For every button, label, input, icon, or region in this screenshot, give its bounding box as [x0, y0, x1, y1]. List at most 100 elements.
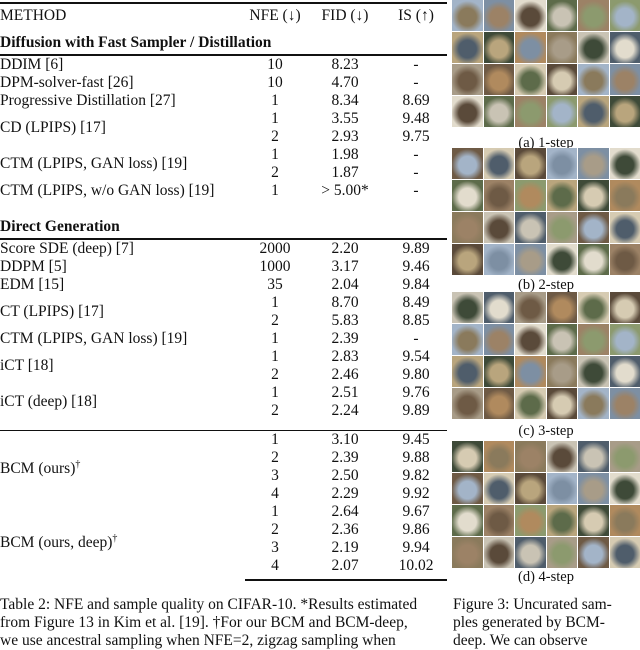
- nfe-value: 1: [245, 146, 305, 164]
- fid-value: 2.19: [305, 539, 385, 557]
- is-value: -: [385, 164, 447, 182]
- sample-image: [484, 537, 515, 568]
- is-value: 10.02: [385, 557, 447, 580]
- caption-line: Figure 3: Uncurated sam-: [453, 596, 640, 614]
- sample-image: [484, 32, 515, 63]
- method-name: CD (LPIPS) [17]: [0, 110, 245, 146]
- nfe-value: 35: [245, 276, 305, 294]
- column-header: FID (↓): [305, 3, 385, 32]
- sample-image: [610, 64, 640, 95]
- subfigure-caption: (c) 3-step: [452, 423, 640, 440]
- fid-value: 2.04: [305, 276, 385, 294]
- dagger-mark: †: [112, 533, 117, 544]
- sample-image: [452, 441, 483, 472]
- fid-value: 8.34: [305, 92, 385, 110]
- is-value: 9.84: [385, 276, 447, 294]
- sample-image: [515, 292, 546, 323]
- sample-image: [578, 148, 609, 179]
- sample-image: [484, 324, 515, 355]
- nfe-value: 2: [245, 128, 305, 146]
- sample-image: [610, 212, 640, 243]
- sample-image: [452, 388, 483, 419]
- nfe-value: 2: [245, 312, 305, 330]
- is-value: 9.67: [385, 503, 447, 521]
- sample-image: [484, 441, 515, 472]
- sample-image: [610, 292, 640, 323]
- sample-image: [515, 388, 546, 419]
- is-value: -: [385, 146, 447, 164]
- sample-image: [578, 505, 609, 536]
- sample-image: [515, 537, 546, 568]
- sample-image: [452, 473, 483, 504]
- nfe-value: 1: [245, 431, 305, 450]
- column-header: IS (↑): [385, 3, 447, 32]
- method-name: BCM (ours, deep)†: [0, 503, 245, 580]
- column-header: NFE (↓): [245, 3, 305, 32]
- sample-image: [547, 212, 578, 243]
- dagger-mark: †: [75, 459, 80, 470]
- sample-image: [515, 64, 546, 95]
- sample-image: [547, 473, 578, 504]
- sample-image: [484, 212, 515, 243]
- sample-image: [578, 356, 609, 387]
- sample-image: [484, 244, 515, 275]
- method-name: EDM [15]: [0, 276, 245, 294]
- fid-value: 1.98: [305, 146, 385, 164]
- fid-value: 4.70: [305, 74, 385, 92]
- fid-value: 2.39: [305, 449, 385, 467]
- sample-image: [610, 0, 640, 31]
- is-value: -: [385, 55, 447, 74]
- sample-image: [452, 96, 483, 127]
- section-title: Direct Generation: [0, 216, 447, 239]
- nfe-value: 1000: [245, 258, 305, 276]
- sample-image: [547, 244, 578, 275]
- is-value: 9.89: [385, 239, 447, 258]
- sample-image: [515, 180, 546, 211]
- method-name: BCM (ours)†: [0, 431, 245, 504]
- sample-image: [452, 212, 483, 243]
- method-name: Score SDE (deep) [7]: [0, 239, 245, 258]
- column-header: METHOD: [0, 3, 245, 32]
- sample-image: [578, 537, 609, 568]
- fid-value: > 5.00*: [305, 182, 385, 200]
- is-value: -: [385, 182, 447, 200]
- fid-value: 2.50: [305, 467, 385, 485]
- section-header: Direct Generation: [0, 216, 447, 239]
- sample-image: [578, 0, 609, 31]
- is-value: 9.75: [385, 128, 447, 146]
- is-value: -: [385, 74, 447, 92]
- sample-image: [578, 244, 609, 275]
- sample-image: [610, 388, 640, 419]
- sample-image: [452, 0, 483, 31]
- nfe-value: 1: [245, 348, 305, 366]
- sample-image: [547, 537, 578, 568]
- sample-image: [484, 148, 515, 179]
- fid-value: 2.83: [305, 348, 385, 366]
- fid-value: 2.29: [305, 485, 385, 503]
- nfe-value: 1: [245, 182, 305, 200]
- nfe-value: 2: [245, 164, 305, 182]
- sample-image: [452, 244, 483, 275]
- is-value: 9.76: [385, 384, 447, 402]
- sample-image: [578, 96, 609, 127]
- fid-value: 8.23: [305, 55, 385, 74]
- nfe-value: 1: [245, 110, 305, 128]
- sample-image: [578, 473, 609, 504]
- fid-value: 1.87: [305, 164, 385, 182]
- fid-value: 3.10: [305, 431, 385, 450]
- caption-line: ples generated by BCM-: [453, 614, 640, 632]
- sample-image: [610, 441, 640, 472]
- nfe-value: 2: [245, 402, 305, 420]
- sample-image: [610, 32, 640, 63]
- subfigure-caption: (d) 4-step: [452, 569, 640, 586]
